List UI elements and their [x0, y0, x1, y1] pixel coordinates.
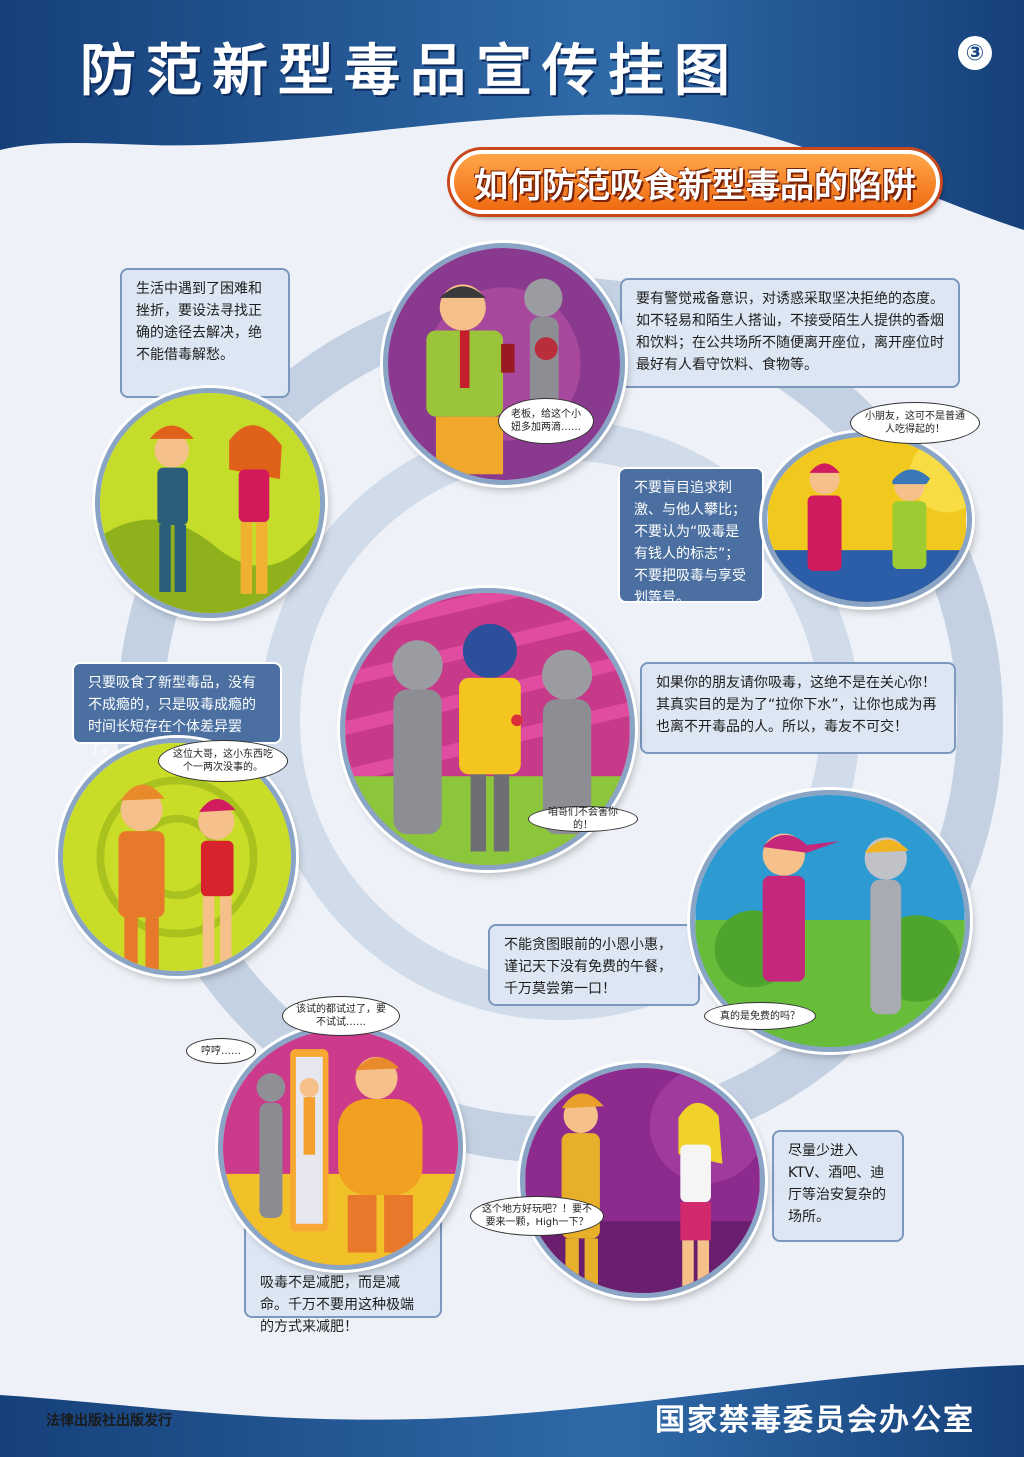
issuing-office: 国家禁毒委员会办公室	[655, 1403, 975, 1438]
speech-bubble-2: 小朋友，这可不是普通人吃得起的！	[850, 402, 980, 444]
poster-title: 防范新型毒品宣传挂图	[80, 39, 740, 104]
speech-bubble-3: 这位大哥，这小东西吃个一两次没事的。	[158, 740, 288, 782]
panel-2-text: 要有警觉戒备意识，对诱惑采取坚决拒绝的态度。如不轻易和陌生人搭讪，不接受陌生人提…	[620, 278, 960, 388]
scene-3-pills-offer	[762, 432, 972, 607]
panel-8-text: 尽量少进入KTV、酒吧、迪厅等治安复杂的场所。	[772, 1130, 904, 1242]
panel-1-text: 生活中遇到了困难和挫折，要设法寻找正确的途径去解决，绝不能借毒解愁。	[120, 268, 290, 398]
panel-6-text: 不能贪图眼前的小恩小惠，谨记天下没有免费的午餐，千万莫尝第一口！	[488, 924, 700, 1006]
speech-bubble-8: 这个地方好玩吧？！要不要来一颗，High一下？	[470, 1196, 604, 1236]
scene-7-mirror-diet	[218, 1025, 463, 1270]
panel-3-text: 不要盲目追求刺激、与他人攀比；不要认为“吸毒是有钱人的标志”；不要把吸毒与享受划…	[618, 467, 764, 606]
subtitle-banner: 如何防范吸食新型毒品的陷阱	[450, 150, 940, 214]
speech-bubble-1: 老板，给这个小妞多加两滴……	[498, 398, 594, 444]
scene-2-bar-drink	[383, 243, 625, 485]
speech-bubble-6: 该试的都试过了，要不试试……	[282, 996, 400, 1036]
panel-4-text: 只要吸食了新型毒品，没有不成瘾的，只是吸毒成瘾的时间长短存在个体差异罢了。	[72, 662, 282, 757]
scene-1-couple	[95, 388, 325, 618]
scene-8-nightclub	[520, 1063, 765, 1298]
publisher-credit: 法律出版社出版发行	[46, 1413, 172, 1429]
speech-bubble-4: 咱哥们不会害你的！	[528, 806, 638, 832]
speech-bubble-7: 哼哼……	[186, 1038, 256, 1064]
panel-5-text: 如果你的朋友请你吸毒，这绝不是在关心你！其真实目的是为了“拉你下水”，让你也成为…	[640, 662, 956, 754]
page-number-badge: ③	[958, 36, 992, 70]
subtitle-text: 如何防范吸食新型毒品的陷阱	[474, 165, 916, 206]
speech-bubble-5: 真的是免费的吗？	[704, 1002, 816, 1030]
scene-5-couple-pill	[58, 738, 296, 976]
